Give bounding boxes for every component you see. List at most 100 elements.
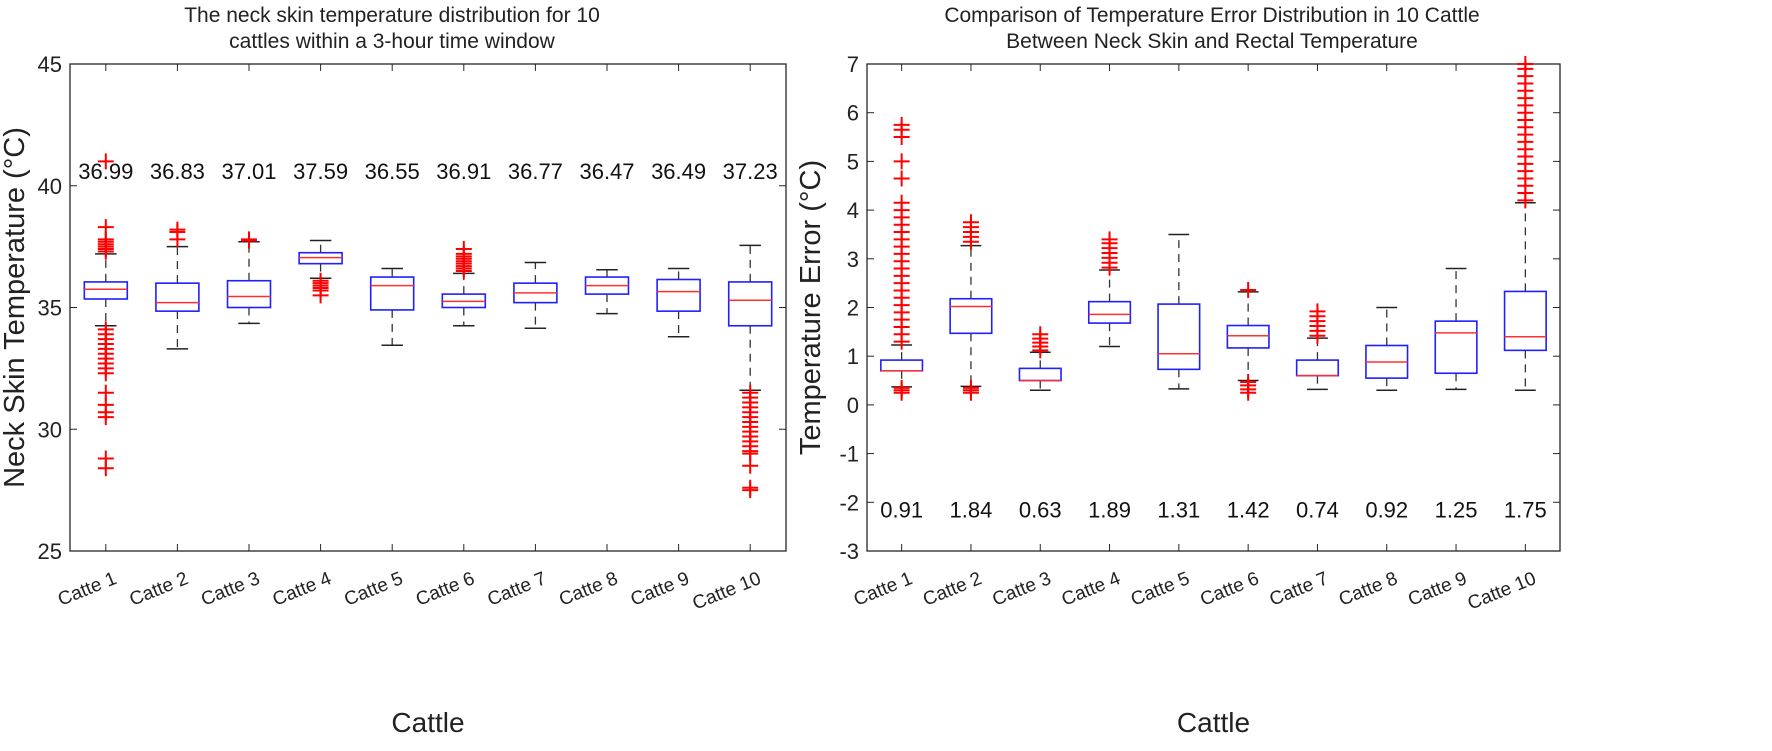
chart-title-line-1: cattles within a 3-hour time window bbox=[229, 30, 555, 53]
box bbox=[1018, 367, 1062, 382]
mean-annotation: 36.91 bbox=[436, 159, 491, 184]
outlier-marker bbox=[97, 460, 114, 477]
x-tick-label: Catte 4 bbox=[270, 568, 335, 611]
outlier-marker bbox=[169, 221, 186, 238]
mean-annotation: 36.49 bbox=[651, 159, 706, 184]
outlier-marker bbox=[893, 153, 910, 170]
outlier-marker bbox=[241, 231, 257, 248]
box bbox=[1295, 359, 1340, 377]
x-tick-label: Catte 1 bbox=[55, 568, 120, 610]
box bbox=[1226, 324, 1270, 349]
mean-annotation: 37.59 bbox=[293, 159, 348, 184]
box bbox=[155, 282, 200, 312]
outlier-marker bbox=[742, 457, 759, 474]
y-axis-label: Neck Skin Temperature (°C) bbox=[0, 127, 31, 488]
chart-title-line-2: Comparison of Temperature Error Distribu… bbox=[944, 4, 1479, 27]
mean-annotation: 1.89 bbox=[1088, 498, 1131, 523]
y-tick-label: 40 bbox=[38, 174, 62, 199]
outlier-marker bbox=[97, 219, 114, 236]
outlier-marker bbox=[893, 194, 910, 211]
box bbox=[226, 279, 272, 309]
outlier-marker bbox=[1517, 56, 1534, 72]
x-axis-label: Cattle bbox=[1177, 707, 1250, 738]
mean-annotation: 1.25 bbox=[1435, 498, 1478, 523]
mean-annotation: 37.01 bbox=[221, 159, 276, 184]
x-axis-label: Cattle bbox=[391, 707, 464, 738]
box bbox=[369, 276, 415, 311]
y-tick-label: 0 bbox=[847, 393, 859, 418]
outlier-marker bbox=[893, 170, 910, 187]
chart-title-line-2: Between Neck Skin and Rectal Temperature bbox=[1006, 30, 1418, 53]
y-tick-label: -3 bbox=[839, 539, 859, 564]
y-tick-label: -2 bbox=[839, 490, 859, 515]
x-tick-label: Catte 10 bbox=[690, 568, 764, 614]
x-tick-label: Catte 3 bbox=[198, 568, 263, 610]
outlier-marker bbox=[97, 153, 114, 170]
box bbox=[1434, 320, 1478, 375]
outlier-marker bbox=[455, 241, 472, 258]
outlier-marker bbox=[1032, 326, 1049, 343]
chart-title-line-1: The neck skin temperature distribution f… bbox=[184, 4, 600, 27]
mean-annotation: 36.77 bbox=[508, 159, 563, 184]
x-tick-label: Catte 5 bbox=[341, 568, 406, 610]
box bbox=[949, 297, 993, 335]
outlier-marker bbox=[962, 379, 979, 396]
y-tick-label: 2 bbox=[847, 296, 859, 321]
x-tick-label: Catte 1 bbox=[851, 568, 916, 610]
x-tick-label: Catte 2 bbox=[920, 568, 985, 610]
x-tick-label: Catte 2 bbox=[127, 568, 192, 610]
y-tick-label: 35 bbox=[38, 296, 62, 321]
box bbox=[880, 359, 924, 372]
mean-annotation: 0.91 bbox=[880, 498, 923, 523]
y-tick-label: -1 bbox=[839, 442, 859, 467]
box bbox=[656, 278, 701, 312]
x-tick-label: Catte 6 bbox=[1197, 568, 1262, 610]
outlier-marker bbox=[893, 379, 910, 396]
outlier-marker bbox=[893, 116, 910, 133]
mean-annotation: 36.99 bbox=[78, 159, 133, 184]
outlier-marker bbox=[1240, 374, 1257, 391]
y-tick-label: 7 bbox=[847, 52, 859, 77]
y-tick-label: 5 bbox=[847, 149, 859, 174]
mean-annotation: 1.84 bbox=[950, 498, 993, 523]
mean-annotation: 36.47 bbox=[579, 159, 634, 184]
outlier-marker bbox=[312, 287, 329, 304]
box bbox=[727, 281, 773, 327]
x-tick-label: Catte 7 bbox=[1267, 568, 1332, 610]
y-tick-label: 3 bbox=[847, 247, 859, 272]
outlier-marker bbox=[1240, 281, 1257, 298]
box bbox=[83, 281, 129, 300]
x-tick-label: Catte 5 bbox=[1128, 568, 1193, 610]
outlier-marker bbox=[1101, 231, 1118, 248]
mean-annotation: 0.92 bbox=[1365, 498, 1408, 523]
box bbox=[1503, 290, 1547, 352]
y-tick-label: 4 bbox=[847, 198, 859, 223]
y-tick-label: 6 bbox=[847, 101, 859, 126]
y-tick-label: 45 bbox=[38, 52, 62, 77]
x-tick-label: Catte 9 bbox=[1405, 568, 1470, 610]
x-tick-label: Catte 10 bbox=[1465, 568, 1539, 614]
outlier-marker bbox=[97, 409, 114, 426]
mean-annotation: 36.83 bbox=[150, 159, 205, 184]
outlier-marker bbox=[97, 365, 114, 382]
box bbox=[1087, 300, 1132, 324]
x-tick-label: Catte 3 bbox=[989, 568, 1054, 610]
x-tick-label: Catte 7 bbox=[485, 568, 550, 610]
outlier-marker bbox=[962, 214, 979, 231]
x-tick-label: Catte 8 bbox=[556, 568, 621, 610]
y-tick-label: 1 bbox=[847, 344, 859, 369]
mean-annotation: 36.55 bbox=[365, 159, 420, 184]
x-tick-label: Catte 4 bbox=[1059, 568, 1124, 611]
mean-annotation: 0.63 bbox=[1019, 498, 1062, 523]
mean-annotation: 1.75 bbox=[1504, 498, 1547, 523]
mean-annotation: 37.23 bbox=[723, 159, 778, 184]
mean-annotation: 1.42 bbox=[1227, 498, 1270, 523]
x-tick-label: Catte 6 bbox=[413, 568, 478, 610]
mean-annotation: 1.31 bbox=[1157, 498, 1200, 523]
x-tick-label: Catte 9 bbox=[628, 568, 693, 610]
box bbox=[1157, 303, 1201, 371]
y-axis-label: Temperature Error (°C) bbox=[795, 160, 827, 455]
y-tick-label: 30 bbox=[38, 417, 62, 442]
